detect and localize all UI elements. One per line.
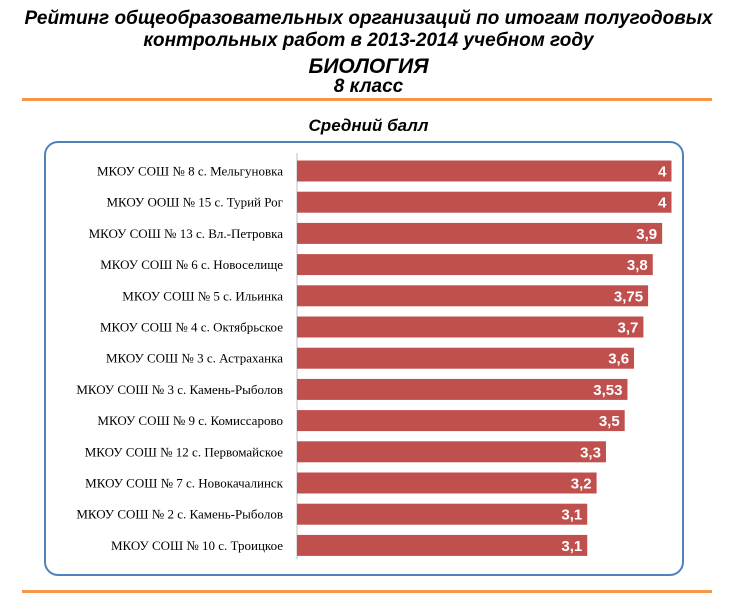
- category-label: МКОУ СОШ № 12 с. Первомайское: [85, 444, 284, 459]
- value-label: 3,7: [618, 320, 639, 337]
- bar: [297, 160, 672, 182]
- bar: [297, 410, 625, 432]
- value-label: 3,1: [561, 507, 582, 524]
- category-label: МКОУ СОШ № 3 с. Камень-Рыболов: [76, 382, 283, 397]
- bar-chart: МКОУ СОШ № 8 с. Мельгуновка 4 МКОУ ООШ № 1…: [76, 153, 672, 560]
- value-label: 4: [658, 164, 667, 181]
- value-label: 3,1: [561, 538, 582, 555]
- category-label: МКОУ СОШ № 7 с. Новокачалинск: [85, 476, 284, 491]
- bar: [297, 503, 588, 525]
- bar: [297, 254, 653, 276]
- category-label: МКОУ СОШ № 5 с. Ильинка: [122, 288, 283, 303]
- category-label: МКОУ ООШ № 15 с. Турий Рог: [106, 195, 283, 210]
- value-label: 3,5: [599, 413, 620, 430]
- bar: [297, 222, 663, 244]
- title-line-1: Рейтинг общеобразовательных организаций …: [24, 8, 713, 29]
- category-label: МКОУ СОШ № 10 с. Троицкое: [111, 538, 283, 553]
- subject-title: БИОЛОГИЯ: [308, 55, 429, 78]
- title-line-2: контрольных работ в 2013-2014 учебном го…: [143, 30, 594, 51]
- value-label: 3,9: [636, 226, 657, 243]
- bar: [297, 472, 597, 494]
- grade-title: 8 класс: [333, 76, 404, 97]
- bottom-divider: [22, 590, 712, 593]
- category-label: МКОУ СОШ № 9 с. Комиссарово: [97, 413, 283, 428]
- category-label: МКОУ СОШ № 2 с. Камень-Рыболов: [76, 507, 283, 522]
- category-label: МКОУ СОШ № 6 с. Новоселище: [100, 257, 283, 272]
- value-label: 3,3: [580, 444, 601, 461]
- category-label: МКОУ СОШ № 4 с. Октябрьское: [100, 320, 283, 335]
- value-label: 4: [658, 195, 667, 212]
- value-label: 3,6: [608, 351, 629, 368]
- bar: [297, 191, 672, 213]
- category-label: МКОУ СОШ № 8 с. Мельгуновка: [97, 164, 283, 179]
- value-label: 3,75: [614, 288, 643, 305]
- chart-panel: МКОУ СОШ № 8 с. Мельгуновка 4 МКОУ ООШ № 1…: [44, 141, 684, 576]
- category-label: МКОУ СОШ № 3 с. Астраханка: [106, 351, 283, 366]
- top-divider: [22, 98, 712, 101]
- bar: [297, 378, 628, 400]
- bar: [297, 285, 649, 307]
- value-label: 3,53: [593, 382, 622, 399]
- value-label: 3,8: [627, 257, 648, 274]
- bar: [297, 441, 606, 463]
- bar: [297, 534, 588, 556]
- bar: [297, 316, 644, 338]
- value-label: 3,2: [571, 476, 592, 493]
- bar: [297, 347, 635, 369]
- category-label: МКОУ СОШ № 13 с. Вл.-Петровка: [89, 226, 284, 241]
- chart-title: Средний балл: [308, 116, 429, 135]
